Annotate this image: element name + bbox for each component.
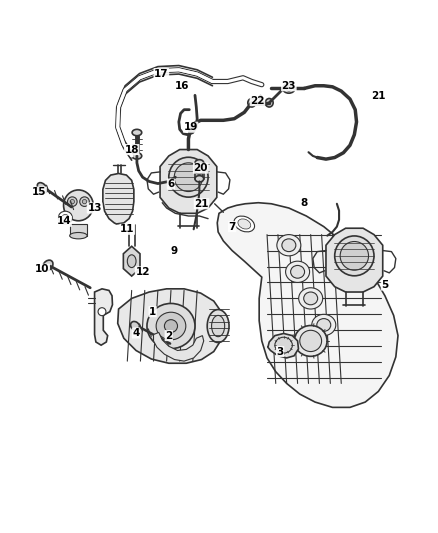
Text: 10: 10 <box>35 264 49 274</box>
Text: 3: 3 <box>276 346 284 357</box>
Text: 12: 12 <box>135 267 150 277</box>
Ellipse shape <box>37 183 47 193</box>
Text: 4: 4 <box>132 328 140 338</box>
Ellipse shape <box>282 239 296 252</box>
Ellipse shape <box>98 308 106 316</box>
Ellipse shape <box>234 216 254 232</box>
Polygon shape <box>118 289 223 364</box>
Text: 20: 20 <box>194 163 208 173</box>
Ellipse shape <box>169 157 208 197</box>
Ellipse shape <box>277 235 301 256</box>
Ellipse shape <box>265 99 273 107</box>
Text: 21: 21 <box>194 199 209 209</box>
Ellipse shape <box>43 260 53 271</box>
Ellipse shape <box>70 232 87 239</box>
Ellipse shape <box>58 211 72 224</box>
Ellipse shape <box>164 320 177 333</box>
Ellipse shape <box>131 321 140 330</box>
Ellipse shape <box>132 153 142 159</box>
Ellipse shape <box>64 190 93 221</box>
Ellipse shape <box>300 330 321 352</box>
Ellipse shape <box>275 337 292 353</box>
Polygon shape <box>153 333 204 361</box>
Ellipse shape <box>286 86 291 91</box>
Ellipse shape <box>127 255 136 268</box>
Polygon shape <box>217 203 398 407</box>
Ellipse shape <box>304 292 318 305</box>
Text: 21: 21 <box>371 91 385 101</box>
Ellipse shape <box>312 314 336 336</box>
Ellipse shape <box>147 303 195 349</box>
Text: 17: 17 <box>154 69 169 78</box>
Polygon shape <box>326 228 383 292</box>
Text: 19: 19 <box>184 122 198 132</box>
Text: 2: 2 <box>165 330 173 341</box>
Text: 8: 8 <box>300 198 308 208</box>
Polygon shape <box>160 150 217 213</box>
Ellipse shape <box>238 219 251 229</box>
Ellipse shape <box>195 175 204 182</box>
Ellipse shape <box>156 312 186 340</box>
Text: 23: 23 <box>282 81 296 91</box>
Ellipse shape <box>286 261 310 282</box>
Ellipse shape <box>82 199 87 204</box>
Text: 11: 11 <box>120 224 134 235</box>
Ellipse shape <box>294 326 327 357</box>
Ellipse shape <box>248 99 256 107</box>
Ellipse shape <box>67 197 77 206</box>
Text: 9: 9 <box>171 246 178 255</box>
Ellipse shape <box>80 197 89 206</box>
Ellipse shape <box>340 241 368 270</box>
Polygon shape <box>124 246 140 276</box>
Text: 22: 22 <box>250 95 265 106</box>
Text: 6: 6 <box>167 179 175 189</box>
Polygon shape <box>95 289 113 345</box>
Ellipse shape <box>195 160 204 166</box>
Text: 5: 5 <box>381 280 389 290</box>
Polygon shape <box>103 173 134 224</box>
Text: 1: 1 <box>149 306 156 317</box>
Ellipse shape <box>132 130 142 136</box>
Ellipse shape <box>299 288 323 309</box>
Text: 13: 13 <box>87 203 102 213</box>
Text: 18: 18 <box>124 144 139 155</box>
Ellipse shape <box>290 265 304 278</box>
Text: 7: 7 <box>228 222 236 232</box>
Polygon shape <box>70 224 87 236</box>
Ellipse shape <box>207 310 229 343</box>
Ellipse shape <box>283 84 295 93</box>
Ellipse shape <box>195 167 204 174</box>
Ellipse shape <box>317 319 331 332</box>
Ellipse shape <box>62 214 69 221</box>
Ellipse shape <box>70 199 74 204</box>
Polygon shape <box>268 334 298 358</box>
Ellipse shape <box>174 163 203 191</box>
Ellipse shape <box>335 236 374 276</box>
Text: 16: 16 <box>175 81 189 91</box>
Text: 15: 15 <box>32 187 46 197</box>
Text: 14: 14 <box>57 216 71 227</box>
Ellipse shape <box>212 316 225 337</box>
